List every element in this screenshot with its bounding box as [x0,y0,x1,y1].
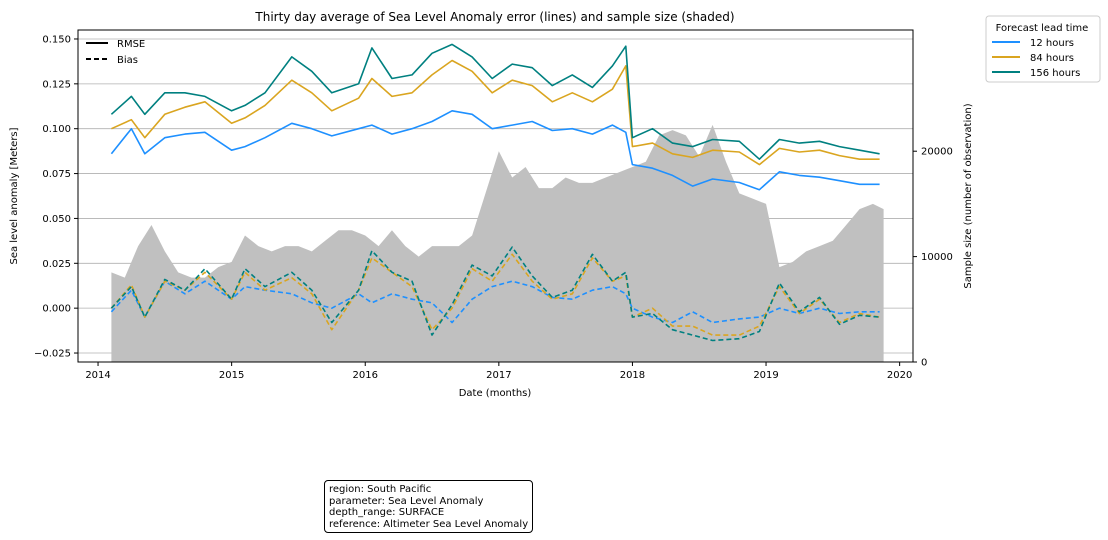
y2-tick-label: 20000 [921,147,953,158]
y-tick-label: 0.150 [42,34,71,45]
metadata-region: region: South Pacific [329,484,432,495]
x-axis-label: Date (months) [459,388,532,399]
series-line-156-hours-rmse [110,43,880,160]
x-tick-label: 2016 [353,370,378,381]
plot-frame [77,29,914,363]
y-tick-label: 0.100 [42,124,71,135]
x-tick-label: 2017 [486,370,511,381]
x-tick-label: 2019 [753,370,778,381]
style-legend-rmse-label: RMSE [117,39,145,50]
lead-time-legend: Forecast lead time 12 hours 84 hours 156… [985,15,1101,83]
style-legend: RMSE Bias [86,39,145,66]
series-line-156-hours-bias [110,246,880,342]
y2-tick-label: 10000 [921,252,953,263]
metadata-reference: reference: Altimeter Sea Level Anomaly [329,518,529,530]
y-tick-label: −0.025 [34,349,71,360]
y-tick-label: 0.025 [42,259,71,270]
y2-tick-label: 0 [921,358,927,369]
legend-box [985,15,1101,83]
x-axis: 2014 2015 2016 2017 2018 2019 2020 [85,362,912,381]
metadata-parameter: parameter: Sea Level Anomaly [329,495,484,507]
metadata-box: region: South Pacific parameter: Sea Lev… [324,480,534,533]
legend-title: Forecast lead time [996,23,1089,34]
y-axis-label: Sea level anomaly [Meters] [9,127,20,264]
metadata-depth-range: depth_range: SURFACE [329,507,445,518]
x-tick-label: 2015 [219,370,244,381]
series-line-12-hours-bias [110,280,880,324]
x-tick-label: 2014 [85,370,110,381]
y-axis: −0.025 0.000 0.025 0.050 0.075 0.100 0.125 0.15… [34,34,78,360]
sample-size-area [111,124,884,362]
legend-label-84h: 84 hours [1030,53,1074,64]
sample-size-fill [111,124,884,362]
y-tick-label: 0.000 [42,304,71,315]
y-tick-label: 0.125 [42,79,71,90]
legend-label-156h: 156 hours [1030,68,1080,79]
series-line-84-hours-bias [110,253,880,336]
y2-axis: 0 10000 20000 [913,147,953,369]
series-line-12-hours-rmse [110,110,880,191]
legend-label-12h: 12 hours [1030,38,1074,49]
y2-axis-label: Sample size (number of observation) [963,103,974,288]
series-line-84-hours-rmse [111,59,880,166]
style-legend-bias-label: Bias [117,55,138,66]
x-tick-label: 2020 [887,370,912,381]
x-tick-label: 2018 [620,370,645,381]
chart-title: Thirty day average of Sea Level Anomaly … [254,10,734,24]
series-lines [110,43,880,342]
y-tick-label: 0.050 [42,214,71,225]
y-tick-label: 0.075 [42,169,71,180]
